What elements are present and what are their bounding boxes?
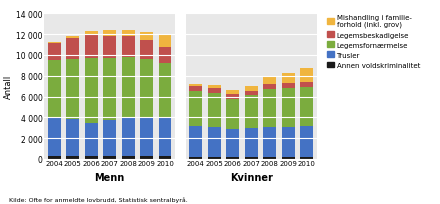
Bar — [189, 126, 202, 157]
Bar — [48, 44, 61, 61]
Bar — [103, 59, 116, 121]
Bar — [208, 86, 221, 89]
Bar — [158, 47, 172, 64]
Bar — [84, 156, 98, 159]
Bar — [103, 121, 116, 156]
Bar — [208, 157, 221, 159]
Bar — [263, 90, 276, 127]
Bar — [158, 64, 172, 118]
Bar — [121, 156, 135, 159]
Bar — [48, 156, 61, 159]
Bar — [245, 157, 258, 159]
Bar — [140, 60, 153, 118]
Bar — [121, 37, 135, 58]
Bar — [84, 59, 98, 123]
Bar — [189, 92, 202, 126]
Bar — [66, 60, 79, 120]
Bar — [226, 157, 239, 159]
Bar — [121, 118, 135, 156]
Bar — [300, 83, 313, 88]
Bar — [245, 87, 258, 92]
Bar — [300, 157, 313, 159]
Bar — [158, 35, 172, 47]
Bar — [140, 33, 153, 41]
Bar — [208, 127, 221, 157]
X-axis label: Kvinner: Kvinner — [230, 172, 273, 182]
Bar — [263, 157, 276, 159]
Bar — [245, 92, 258, 96]
Bar — [84, 36, 98, 59]
Bar — [189, 85, 202, 87]
Bar — [158, 156, 172, 159]
Bar — [84, 123, 98, 156]
Bar — [121, 58, 135, 118]
Bar — [226, 91, 239, 95]
Bar — [226, 99, 239, 129]
Y-axis label: Antall: Antall — [4, 75, 13, 99]
Bar — [245, 128, 258, 157]
Bar — [84, 32, 98, 36]
Bar — [103, 156, 116, 159]
Bar — [300, 88, 313, 126]
Bar — [282, 89, 295, 127]
Bar — [245, 96, 258, 128]
Bar — [300, 126, 313, 157]
Bar — [208, 94, 221, 127]
Bar — [189, 157, 202, 159]
Bar — [140, 118, 153, 156]
Bar — [300, 69, 313, 83]
X-axis label: Menn: Menn — [95, 172, 125, 182]
Bar — [66, 156, 79, 159]
Bar — [103, 37, 116, 59]
Legend: Mishandling i familie-
forhold (inkl. grov), Legemsbeskadigelse, Legemsfornærmel: Mishandling i familie- forhold (inkl. gr… — [327, 15, 420, 69]
Bar — [48, 43, 61, 44]
Bar — [282, 84, 295, 89]
Bar — [48, 118, 61, 156]
Bar — [48, 61, 61, 118]
Bar — [66, 37, 79, 39]
Bar — [282, 73, 295, 84]
Bar — [208, 89, 221, 94]
Bar — [263, 127, 276, 157]
Text: Kilde: Ofte for anmeldte lovbrudd, Statistisk sentralbyrå.: Kilde: Ofte for anmeldte lovbrudd, Stati… — [9, 196, 187, 202]
Bar — [282, 157, 295, 159]
Bar — [282, 127, 295, 157]
Bar — [140, 156, 153, 159]
Bar — [140, 41, 153, 60]
Bar — [226, 129, 239, 157]
Bar — [66, 120, 79, 156]
Bar — [226, 95, 239, 99]
Bar — [263, 76, 276, 85]
Bar — [66, 39, 79, 60]
Bar — [263, 85, 276, 90]
Bar — [121, 31, 135, 37]
Bar — [103, 31, 116, 37]
Bar — [189, 87, 202, 92]
Bar — [158, 118, 172, 156]
